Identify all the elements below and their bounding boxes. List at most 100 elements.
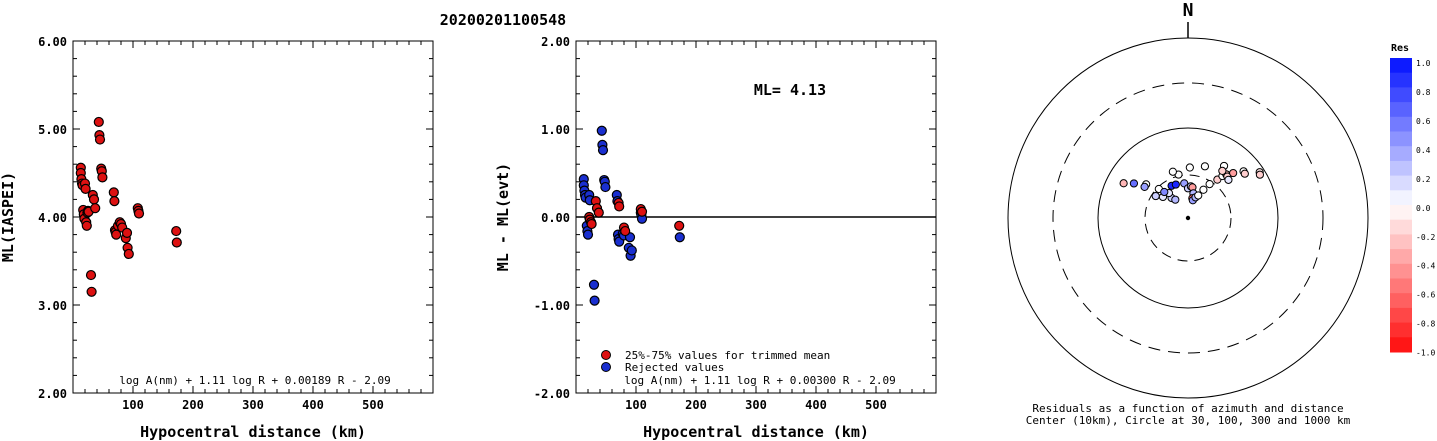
caption-line-2: Center (10km), Circle at 30, 100, 300 an… xyxy=(1026,414,1351,427)
ring-30km xyxy=(1144,174,1232,262)
x-axis-label-1: Hypocentral distance (km) xyxy=(140,423,366,441)
colorbar-cell xyxy=(1390,205,1412,221)
residual-point xyxy=(1171,180,1180,189)
residual-point xyxy=(1119,179,1128,188)
data-point xyxy=(80,183,91,194)
colorbar-label: -0.6 xyxy=(1416,291,1435,300)
data-point xyxy=(600,181,611,193)
y-axis-label-1: ML(IASPEI) xyxy=(0,172,17,262)
residual-point xyxy=(1129,179,1139,188)
colorbar-label: -0.2 xyxy=(1416,233,1435,242)
x-axis-label-2: Hypocentral distance (km) xyxy=(643,423,869,441)
x-tick-label: 500 xyxy=(865,398,887,412)
colorbar-cell xyxy=(1390,58,1412,74)
legend-marker-trimmed xyxy=(601,350,611,360)
ring-300km xyxy=(1052,82,1324,354)
residual-point xyxy=(1218,166,1227,175)
colorbar-cell xyxy=(1390,234,1412,250)
data-point xyxy=(171,237,182,248)
data-point xyxy=(588,279,600,290)
residual-point xyxy=(1194,191,1203,200)
data-point xyxy=(121,227,133,238)
colorbar-cell xyxy=(1390,219,1412,235)
data-point xyxy=(614,201,625,212)
data-point xyxy=(586,218,597,230)
panel-azimuth: N Residuals as a function of azimuth and… xyxy=(1007,0,1369,427)
residual-point xyxy=(1160,187,1169,197)
data-point xyxy=(86,286,97,297)
colorbar-label: 0.4 xyxy=(1416,146,1431,155)
colorbar-cell xyxy=(1390,190,1412,206)
data-point xyxy=(626,245,637,256)
residual-point xyxy=(1168,167,1177,176)
panel-ml-iaspei: 100 200 300 400 500 2.00 3.00 4.00 5.00 6.00 ML(I… xyxy=(0,35,434,441)
colorbar-label: -0.4 xyxy=(1416,262,1435,271)
legend-label-trimmed: 25%-75% values for trimmed mean xyxy=(625,349,830,362)
colorbar-label: 0.6 xyxy=(1416,117,1431,126)
residual-point xyxy=(1255,170,1265,179)
ring-100km xyxy=(1097,127,1279,309)
plot-frame-1 xyxy=(72,40,434,394)
x-tick-label: 200 xyxy=(182,398,204,412)
data-point xyxy=(133,208,145,219)
data-point xyxy=(674,232,685,243)
x-tick-label: 500 xyxy=(362,398,384,412)
legend: 25%-75% values for trimmed mean Rejected… xyxy=(601,349,830,374)
colorbar-cell xyxy=(1390,116,1412,132)
panel-residuals: 100 200 300 400 500 -2.00 -1.00 0.00 1.00 2.00 ML… xyxy=(494,35,937,441)
y-tick-label: 0.00 xyxy=(541,211,570,225)
colorbar-cell xyxy=(1390,131,1412,147)
data-point xyxy=(108,187,119,198)
data-point xyxy=(582,229,594,240)
colorbar-cell xyxy=(1390,322,1412,338)
data-point xyxy=(171,225,182,237)
x-tick-label: 300 xyxy=(745,398,767,412)
y-tick-label: 6.00 xyxy=(38,35,67,49)
y-tick-label: 2.00 xyxy=(38,387,67,401)
residual-point xyxy=(1199,185,1208,194)
y-tick-label: -1.00 xyxy=(534,299,570,313)
colorbar-label: 0.2 xyxy=(1416,175,1431,184)
colorbar-cell xyxy=(1390,293,1412,309)
y-tick-label: 1.00 xyxy=(541,123,570,137)
formula-1: log A(nm) + 1.11 log R + 0.00189 R - 2.0… xyxy=(119,374,391,387)
colorbar-label: -1.0 xyxy=(1416,349,1435,358)
epicenter-marker xyxy=(1185,215,1191,221)
ml-annotation: ML= 4.13 xyxy=(754,81,826,99)
colorbar-cell xyxy=(1390,87,1412,103)
colorbar-cell xyxy=(1390,249,1412,265)
x-tick-label: 400 xyxy=(805,398,827,412)
y-tick-label: 2.00 xyxy=(541,35,570,49)
x-tick-label: 100 xyxy=(122,398,144,412)
y-axis-label-2: ML - ML(evt) xyxy=(494,163,512,271)
y-tick-label: 4.00 xyxy=(38,211,67,225)
north-label: N xyxy=(1183,0,1194,21)
x-tick-label: 400 xyxy=(302,398,324,412)
legend-label-rejected: Rejected values xyxy=(625,361,724,374)
residual-point xyxy=(1171,195,1180,204)
data-point xyxy=(109,196,120,207)
colorbar-cell xyxy=(1390,278,1412,294)
caption-line-1: Residuals as a function of azimuth and d… xyxy=(1032,402,1343,415)
data-point xyxy=(636,206,648,217)
colorbar-cell xyxy=(1390,175,1412,191)
residual-point xyxy=(1229,168,1238,178)
colorbar-cell xyxy=(1390,146,1412,162)
data-point xyxy=(90,203,101,214)
data-point xyxy=(674,220,685,231)
colorbar-cell xyxy=(1390,337,1412,353)
data-point xyxy=(589,295,600,306)
residual-point xyxy=(1200,162,1210,171)
legend-marker-rejected xyxy=(601,362,611,372)
residual-point xyxy=(1140,182,1149,191)
data-point xyxy=(123,248,134,260)
colorbar-cell xyxy=(1390,72,1412,88)
colorbar-cell xyxy=(1390,102,1412,118)
residual-point xyxy=(1240,169,1249,178)
data-point xyxy=(93,116,104,128)
figure-title: 20200201100548 xyxy=(440,11,566,29)
colorbar-title: Res xyxy=(1391,43,1409,54)
colorbar-label: -0.8 xyxy=(1416,320,1435,329)
data-point xyxy=(94,134,106,145)
